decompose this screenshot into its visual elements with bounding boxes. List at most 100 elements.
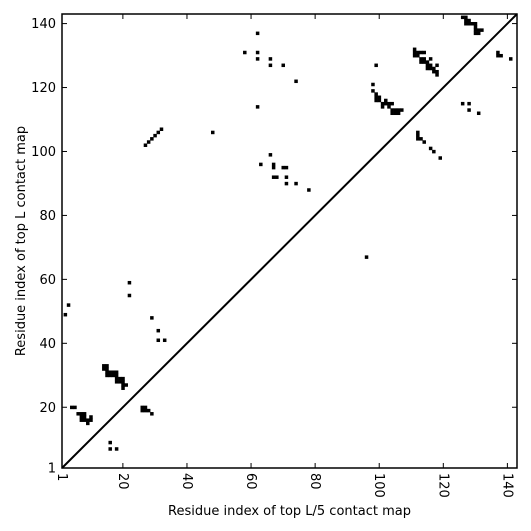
contact-point — [422, 50, 426, 55]
contact-point — [114, 373, 119, 378]
contact-point — [63, 312, 68, 317]
contact-point — [396, 108, 401, 112]
x-tick-label: 60 — [243, 473, 258, 490]
contact-point — [390, 108, 394, 112]
contact-point — [464, 15, 468, 20]
contact-point — [307, 188, 311, 192]
contact-point — [284, 165, 289, 170]
contact-point — [438, 156, 443, 160]
y-axis-label: Residue index of top L contact map — [14, 126, 29, 356]
x-tick-label: 80 — [307, 473, 322, 490]
contact-point — [412, 53, 417, 58]
contact-point — [428, 146, 433, 151]
contact-point — [114, 370, 119, 374]
contact-point — [460, 15, 465, 20]
contact-point — [435, 69, 439, 74]
contact-point — [425, 60, 430, 64]
contact-point — [150, 316, 154, 320]
contact-point — [89, 418, 93, 422]
contact-point — [86, 421, 90, 426]
contact-point — [102, 364, 106, 368]
contact-point — [140, 408, 145, 413]
contact-point — [393, 108, 398, 112]
contact-point — [255, 57, 260, 61]
y-tick-label: 40 — [39, 337, 56, 352]
contact-point — [473, 21, 478, 26]
contact-point — [108, 447, 112, 451]
contact-point — [121, 376, 125, 381]
contact-point — [281, 165, 285, 170]
contact-point — [86, 418, 90, 422]
contact-point — [428, 63, 433, 68]
contact-point — [114, 376, 119, 381]
contact-point — [480, 28, 484, 32]
contact-point — [159, 127, 164, 132]
contact-point — [143, 143, 148, 147]
contact-point — [259, 162, 263, 167]
contact-point — [425, 66, 430, 71]
contact-point — [143, 405, 148, 410]
contact-point — [384, 98, 388, 103]
contact-point — [428, 57, 433, 61]
contact-point — [121, 383, 125, 387]
contact-point — [76, 412, 80, 416]
contact-point — [432, 69, 436, 74]
contact-point — [146, 140, 151, 144]
contact-point — [156, 338, 161, 343]
contact-point — [416, 53, 420, 58]
contact-point — [464, 21, 468, 26]
contact-point — [114, 380, 119, 384]
contact-point — [70, 405, 74, 410]
contact-point — [476, 111, 481, 116]
contact-point — [416, 137, 420, 141]
contact-point — [467, 101, 471, 106]
contact-point — [111, 370, 116, 374]
contact-point — [105, 364, 109, 368]
diagonal-line — [61, 13, 518, 469]
contact-point — [127, 293, 132, 298]
contact-point — [79, 415, 84, 419]
contact-point — [79, 418, 84, 422]
contact-point — [390, 111, 394, 116]
contact-point — [374, 92, 378, 96]
contact-point — [210, 130, 215, 135]
contact-point — [387, 105, 391, 109]
x-tick-label: 120 — [435, 473, 450, 498]
contact-point — [499, 53, 503, 58]
contact-point — [268, 153, 273, 157]
contact-point — [268, 63, 273, 68]
x-tick-label: 1 — [54, 473, 69, 481]
contact-point — [255, 105, 260, 109]
contact-point — [428, 66, 433, 71]
contact-point — [422, 57, 426, 61]
contact-point — [470, 21, 475, 26]
contact-point — [127, 280, 132, 285]
contact-point — [416, 133, 420, 138]
contact-point — [425, 63, 430, 68]
contact-point — [467, 18, 471, 23]
contact-point — [271, 175, 276, 179]
contact-point — [416, 130, 420, 135]
contact-point — [432, 149, 436, 154]
contact-point — [153, 133, 157, 138]
contact-point — [400, 108, 404, 112]
contact-point — [79, 412, 84, 416]
contact-point — [374, 95, 378, 100]
contact-point — [89, 415, 93, 419]
contact-point — [473, 25, 478, 29]
contact-point — [371, 89, 375, 93]
contact-point — [467, 108, 471, 112]
contact-point — [419, 137, 423, 141]
contact-point — [121, 386, 125, 390]
contact-point — [156, 328, 161, 333]
contact-point — [387, 101, 391, 106]
contact-point — [396, 111, 401, 116]
contact-point — [108, 373, 112, 378]
contact-point — [108, 370, 112, 374]
y-tick-label: 140 — [31, 17, 56, 32]
contact-point — [118, 380, 122, 384]
contact-point — [284, 175, 289, 179]
contact-point — [464, 18, 468, 23]
contact-point — [412, 50, 417, 55]
